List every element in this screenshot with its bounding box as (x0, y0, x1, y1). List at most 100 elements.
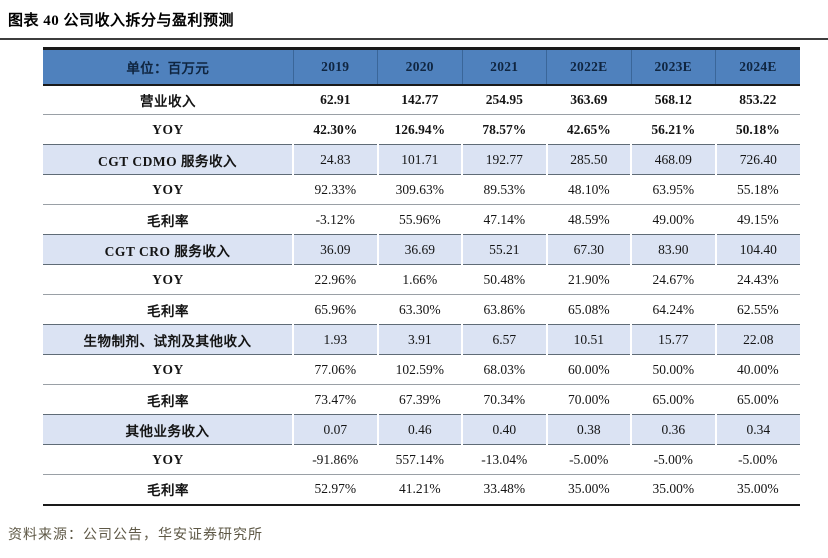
value-cell: 62.91 (320, 91, 351, 107)
value-cell: 67.39% (377, 384, 462, 415)
value-cell: 35.00% (631, 474, 716, 506)
table-row: YOY 42.30% 126.94% 78.57% 42.65% 56.21% 50.18% (43, 114, 800, 145)
table-row: 毛利率 52.97% 41.21% 33.48% 35.00% 35.00% 35.00% (43, 474, 800, 506)
value-cell: 0.40 (461, 414, 547, 445)
value-cell: -13.04% (462, 444, 547, 475)
value-cell: 70.00% (546, 384, 631, 415)
value-cell: 47.14% (462, 204, 547, 235)
value-cell: 65.00% (631, 384, 716, 415)
value-cell: 62.55% (715, 294, 800, 325)
unit-header-cell: 单位：百万元 (43, 47, 293, 86)
value-cell: 48.59% (546, 204, 631, 235)
value-cell: 22.96% (293, 264, 378, 295)
value-cell: 3.91 (376, 324, 462, 355)
table-header: 单位：百万元 2019 2020 2021 2022E 2023E 2024E (43, 47, 800, 86)
value-cell: 21.90% (546, 264, 631, 295)
value-cell: 15.77 (630, 324, 716, 355)
value-cell: 24.67% (631, 264, 716, 295)
row-label: 毛利率 (43, 204, 293, 235)
value-cell: 309.63% (377, 174, 462, 205)
table-row: 毛利率 73.47% 67.39% 70.34% 70.00% 65.00% 65.00% (43, 384, 800, 415)
value-cell: 0.36 (630, 414, 716, 445)
value-cell: 192.77 (461, 144, 547, 175)
value-cell: 102.59% (377, 354, 462, 385)
value-cell: 33.48% (462, 474, 547, 506)
value-cell: 6.57 (461, 324, 547, 355)
value-cell: 49.00% (631, 204, 716, 235)
source-note: 资料来源：公司公告，华安证券研究所 (8, 528, 263, 543)
row-label: CGT CRO 服务收入 (43, 234, 293, 265)
value-cell: 557.14% (377, 444, 462, 475)
value-cell: 35.00% (715, 474, 800, 506)
value-cell: -5.00% (631, 444, 716, 475)
value-cell: 56.21% (631, 114, 716, 145)
value-cell: 55.18% (715, 174, 800, 205)
value-cell: 63.86% (462, 294, 547, 325)
header-row: 单位：百万元 2019 2020 2021 2022E 2023E 2024E (43, 47, 800, 86)
row-label: YOY (43, 444, 293, 475)
table-row: CGT CRO 服务收入 36.09 36.69 55.21 67.30 83.90 104… (43, 234, 800, 265)
title-divider (0, 38, 828, 40)
value-cell: 50.18% (715, 114, 800, 145)
value-cell: 65.08% (546, 294, 631, 325)
value-cell: 1.93 (292, 324, 378, 355)
value-cell: 83.90 (630, 234, 716, 265)
value-cell: 726.40 (714, 144, 800, 175)
value-cell: 67.30 (545, 234, 631, 265)
figure-title: 图表 40 公司收入拆分与盈利预测 (8, 13, 235, 29)
value-cell: -91.86% (293, 444, 378, 475)
table-row: YOY 22.96% 1.66% 50.48% 21.90% 24.67% 24.43% (43, 264, 800, 295)
row-label: YOY (43, 174, 293, 205)
row-label: 毛利率 (43, 474, 293, 506)
value-cell: 10.51 (545, 324, 631, 355)
value-cell: 70.34% (462, 384, 547, 415)
row-label: YOY (43, 264, 293, 295)
value-cell: 42.30% (293, 114, 378, 145)
table-body: 营业收入 62.91 142.77 254.95 363.69 568.12 853.22 Y… (43, 85, 800, 506)
year-header-cell: 2023E (630, 47, 716, 86)
value-cell: -5.00% (546, 444, 631, 475)
value-cell: 254.95 (485, 91, 523, 107)
value-cell: 64.24% (631, 294, 716, 325)
row-label: CGT CDMO 服务收入 (43, 144, 293, 175)
value-cell: 126.94% (377, 114, 462, 145)
year-header-cell: 2020 (377, 47, 462, 86)
table-row: 营业收入 62.91 142.77 254.95 363.69 568.12 853.22 (43, 85, 800, 115)
row-label: 营业收入 (140, 93, 196, 109)
value-cell: 853.22 (739, 91, 777, 107)
table-row: YOY -91.86% 557.14% -13.04% -5.00% -5.00% -5.0… (43, 444, 800, 475)
value-cell: 65.96% (293, 294, 378, 325)
row-label: 毛利率 (43, 384, 293, 415)
value-cell: 48.10% (546, 174, 631, 205)
value-cell: 77.06% (293, 354, 378, 385)
value-cell: 104.40 (714, 234, 800, 265)
value-cell: 63.95% (631, 174, 716, 205)
value-cell: 36.09 (292, 234, 378, 265)
year-header-cell: 2024E (715, 47, 800, 86)
table-row: YOY 92.33% 309.63% 89.53% 48.10% 63.95% 55.18% (43, 174, 800, 205)
value-cell: 63.30% (377, 294, 462, 325)
value-cell: 22.08 (714, 324, 800, 355)
table-row: YOY 77.06% 102.59% 68.03% 60.00% 50.00% 40.00% (43, 354, 800, 385)
table-row: 毛利率 -3.12% 55.96% 47.14% 48.59% 49.00% 49.15% (43, 204, 800, 235)
value-cell: 73.47% (293, 384, 378, 415)
row-label: 毛利率 (43, 294, 293, 325)
value-cell: 363.69 (570, 91, 608, 107)
row-label: 生物制剂、试剂及其他收入 (43, 324, 293, 355)
value-cell: 89.53% (462, 174, 547, 205)
value-cell: 41.21% (377, 474, 462, 506)
value-cell: 50.48% (462, 264, 547, 295)
year-header-cell: 2022E (546, 47, 631, 86)
row-label: 其他业务收入 (43, 414, 293, 445)
value-cell: 24.43% (715, 264, 800, 295)
value-cell: 55.21 (461, 234, 547, 265)
value-cell: 468.09 (630, 144, 716, 175)
value-cell: 285.50 (545, 144, 631, 175)
value-cell: 50.00% (631, 354, 716, 385)
value-cell: 24.83 (292, 144, 378, 175)
revenue-forecast-table: 单位：百万元 2019 2020 2021 2022E 2023E 2024E 营业收入 62… (43, 47, 800, 506)
value-cell: 35.00% (546, 474, 631, 506)
value-cell: 40.00% (715, 354, 800, 385)
value-cell: 68.03% (462, 354, 547, 385)
value-cell: 52.97% (293, 474, 378, 506)
